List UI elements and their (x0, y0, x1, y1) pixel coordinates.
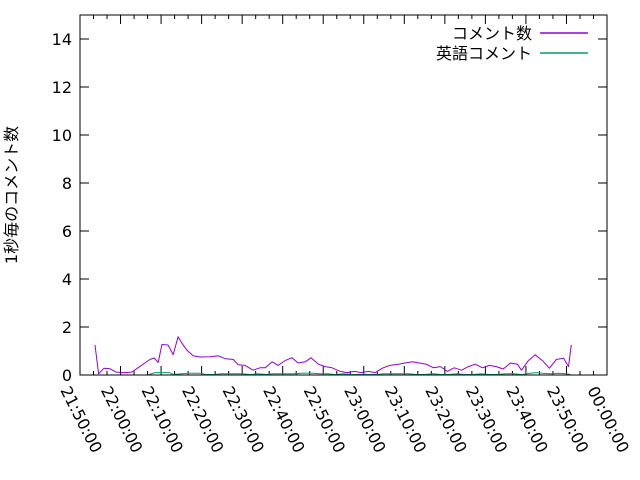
y-tick-label: 14 (52, 30, 72, 49)
series-line-1 (148, 372, 571, 375)
y-tick-label: 10 (52, 126, 72, 145)
y-tick-label: 8 (62, 174, 72, 193)
y-tick-label: 6 (62, 222, 72, 241)
axis-ticks: 0246810121421:50:0022:00:0022:10:0022:20… (52, 15, 633, 456)
y-tick-label: 12 (52, 78, 72, 97)
y-tick-label: 0 (62, 366, 72, 385)
y-tick-label: 4 (62, 270, 72, 289)
legend-label-english: 英語コメント (436, 44, 532, 63)
data-series (94, 336, 572, 375)
y-tick-label: 2 (62, 318, 72, 337)
plot-border (79, 14, 608, 376)
series-line-0 (94, 336, 572, 375)
y-axis-title: 1秒毎のコメント数 (2, 126, 21, 264)
legend: コメント数 英語コメント (436, 24, 588, 63)
legend-label-comments: コメント数 (452, 24, 532, 43)
